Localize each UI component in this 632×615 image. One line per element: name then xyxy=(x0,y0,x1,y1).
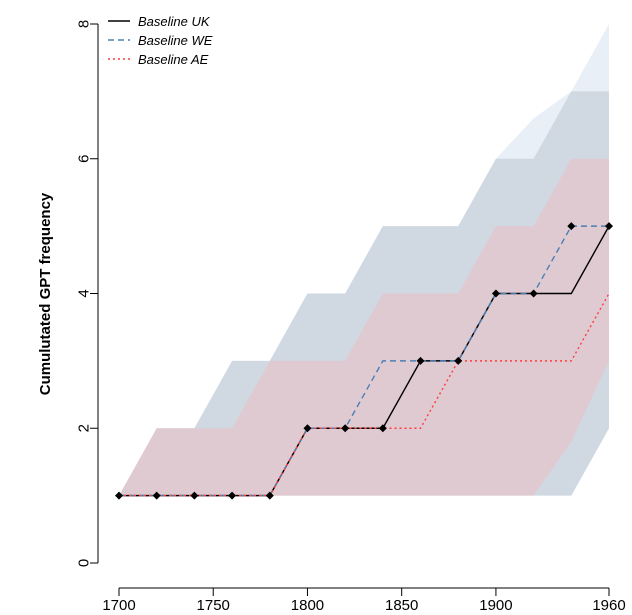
marker-point xyxy=(115,491,123,500)
marker-point xyxy=(228,491,237,500)
marker-point xyxy=(605,222,613,231)
band-baseline-ae xyxy=(119,158,609,496)
line-baseline-ae xyxy=(119,293,610,497)
marker-point xyxy=(416,356,425,365)
y-tick-label: 4 xyxy=(76,289,93,297)
confidence-bands xyxy=(119,24,609,496)
y-tick-label: 2 xyxy=(76,424,93,432)
marker-point xyxy=(190,491,199,500)
x-tick-label: 1800 xyxy=(291,597,324,614)
x-tick-label: 1750 xyxy=(197,597,230,614)
marker-point xyxy=(454,356,463,365)
band-baseline-uk xyxy=(119,91,609,496)
axes: 1700 1750 1800 1850 1900 1960 0 2 4 6 8 xyxy=(76,20,626,614)
x-tick-label: 1700 xyxy=(102,597,135,614)
marker-point xyxy=(265,491,274,500)
marker-point xyxy=(341,424,350,433)
y-tick-label: 0 xyxy=(76,559,93,567)
marker-point xyxy=(491,289,500,298)
series-lines xyxy=(119,225,610,497)
series-markers xyxy=(115,222,613,500)
marker-point xyxy=(378,424,387,433)
legend-label-baseline-uk: Baseline UK xyxy=(138,14,211,29)
y-axis-title: Cumulutated GPT frequency xyxy=(37,192,54,395)
legend: Baseline UK Baseline WE Baseline AE xyxy=(108,14,213,67)
marker-point xyxy=(152,491,161,500)
legend-label-baseline-ae: Baseline AE xyxy=(138,52,209,67)
y-tick-label: 8 xyxy=(76,20,93,28)
x-tick-label: 1850 xyxy=(385,597,418,614)
marker-point xyxy=(303,424,312,433)
legend-label-baseline-we: Baseline WE xyxy=(138,33,213,48)
marker-point xyxy=(567,222,576,231)
y-tick-label: 6 xyxy=(76,155,93,163)
x-tick-label: 1900 xyxy=(479,597,512,614)
x-tick-label: 1960 xyxy=(592,597,625,614)
marker-point xyxy=(529,289,538,298)
